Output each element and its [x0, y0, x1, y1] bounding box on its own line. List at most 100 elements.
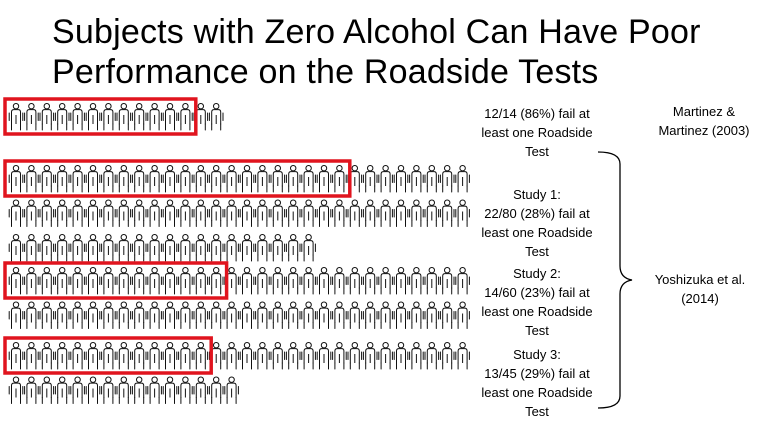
- person-icon: [224, 234, 239, 262]
- person-icon: [8, 301, 24, 329]
- person-icon: [393, 165, 409, 193]
- person-icon: [208, 103, 224, 131]
- person-icon: [224, 342, 239, 370]
- person-icon: [54, 342, 70, 370]
- person-icon: [131, 199, 147, 227]
- person-icon: [116, 342, 132, 370]
- person-icon: [362, 342, 378, 370]
- person-icon: [8, 342, 24, 370]
- person-icon: [70, 267, 85, 295]
- person-icon: [85, 103, 101, 131]
- failed-highlight-box: [3, 159, 352, 198]
- person-icon: [131, 165, 147, 193]
- person-icon: [332, 199, 347, 227]
- person-icon: [378, 267, 393, 295]
- person-icon: [224, 199, 239, 227]
- person-icon: [85, 301, 101, 329]
- person-icon: [162, 342, 178, 370]
- title-line-2: Performance on the Roadside Tests: [52, 53, 599, 91]
- person-icon: [239, 267, 255, 295]
- person-icon: [116, 234, 132, 262]
- person-icon: [316, 342, 332, 370]
- person-icon: [162, 267, 178, 295]
- person-icon: [24, 376, 39, 404]
- person-icon: [24, 199, 39, 227]
- person-icon: [54, 376, 70, 404]
- person-icon: [208, 376, 224, 404]
- person-icon: [178, 165, 193, 193]
- person-icon: [101, 165, 116, 193]
- person-icon: [224, 165, 239, 193]
- person-icon: [332, 301, 347, 329]
- person-icon: [54, 199, 70, 227]
- person-icon: [347, 301, 363, 329]
- source-yoshizuka: Yoshizuka et al. (2014): [654, 272, 746, 306]
- person-icon: [270, 301, 286, 329]
- person-icon: [147, 301, 162, 329]
- person-icon: [362, 165, 378, 193]
- person-icon: [54, 301, 70, 329]
- person-icon: [193, 376, 209, 404]
- person-icon: [147, 267, 162, 295]
- person-icon: [8, 376, 24, 404]
- person-icon: [239, 342, 255, 370]
- person-icon: [301, 301, 316, 329]
- person-icon: [70, 342, 85, 370]
- person-icon: [178, 103, 193, 131]
- person-icon: [347, 342, 363, 370]
- person-icon: [116, 267, 132, 295]
- person-icon: [54, 234, 70, 262]
- slide-title: Subjects with Zero Alcohol Can Have Poor…: [52, 12, 752, 92]
- person-icon: [85, 267, 101, 295]
- person-icon: [255, 199, 270, 227]
- person-icon: [178, 301, 193, 329]
- study-2-label: Study 2: 14/60 (23%) fail at least one R…: [481, 266, 593, 338]
- title-line-1: Subjects with Zero Alcohol Can Have Poor: [52, 13, 701, 51]
- person-icon: [147, 165, 162, 193]
- person-icon: [147, 234, 162, 262]
- source-martinez: Martinez & Martinez (2003): [658, 104, 750, 138]
- person-icon: [8, 165, 24, 193]
- person-icon: [70, 199, 85, 227]
- person-icon: [255, 234, 270, 262]
- person-icon: [101, 234, 116, 262]
- person-icon: [101, 376, 116, 404]
- person-icon: [409, 165, 424, 193]
- person-icon: [193, 234, 209, 262]
- person-icon: [332, 342, 347, 370]
- person-icon: [101, 342, 116, 370]
- person-icon: [347, 199, 363, 227]
- person-icon: [162, 301, 178, 329]
- person-icon: [147, 199, 162, 227]
- person-icon: [131, 267, 147, 295]
- person-icon: [54, 267, 70, 295]
- person-icon: [101, 103, 116, 131]
- person-icon: [39, 376, 55, 404]
- person-icon: [393, 342, 409, 370]
- person-icon: [347, 267, 363, 295]
- study-3-label: Study 3: 13/45 (29%) fail at least one R…: [481, 347, 593, 419]
- person-icon: [70, 103, 85, 131]
- person-icon: [439, 267, 455, 295]
- person-icon: [409, 199, 424, 227]
- person-icon: [270, 342, 286, 370]
- person-icon: [301, 165, 316, 193]
- person-icon: [285, 165, 301, 193]
- person-icon: [439, 165, 455, 193]
- person-icon: [362, 267, 378, 295]
- person-icon: [208, 199, 224, 227]
- person-icon: [39, 301, 55, 329]
- person-icon: [178, 267, 193, 295]
- person-icon: [285, 234, 301, 262]
- person-icon: [162, 199, 178, 227]
- person-icon: [285, 199, 301, 227]
- person-icon: [147, 342, 162, 370]
- person-icon: [301, 199, 316, 227]
- failed-highlight-box: [3, 336, 213, 375]
- person-icon: [255, 165, 270, 193]
- person-icon: [39, 342, 55, 370]
- person-icon: [178, 342, 193, 370]
- person-icon: [54, 165, 70, 193]
- person-icon: [316, 165, 332, 193]
